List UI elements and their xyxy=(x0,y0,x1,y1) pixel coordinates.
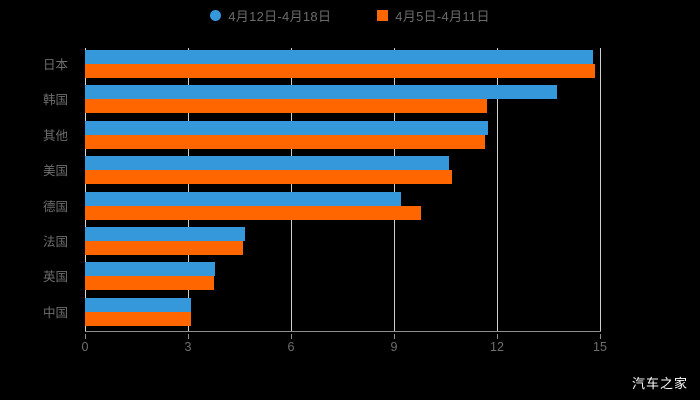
x-axis-label: 6 xyxy=(287,340,295,354)
x-axis-label: 3 xyxy=(184,340,192,354)
gridline-9 xyxy=(394,48,395,331)
chart-legend: 4月12日-4月18日 4月5日-4月11日 xyxy=(0,0,700,30)
bar-series-2[interactable] xyxy=(85,311,192,326)
y-axis-label: 美国 xyxy=(42,164,68,179)
gridline-6 xyxy=(291,48,292,331)
bar-group xyxy=(85,48,600,83)
x-axis-tick xyxy=(85,334,86,339)
bar-series-1[interactable] xyxy=(85,85,558,100)
x-axis-tick xyxy=(497,334,498,339)
y-axis-label: 日本 xyxy=(42,58,68,72)
plot-area xyxy=(85,48,601,331)
x-axis-label: 0 xyxy=(81,340,89,354)
y-axis-labels: 日本韩国其他美国德国法国英国中国 xyxy=(0,48,78,331)
x-axis-label: 15 xyxy=(593,340,607,354)
bar-series-2[interactable] xyxy=(85,205,422,220)
gridline-12 xyxy=(497,48,498,331)
x-axis-label: 9 xyxy=(390,340,398,354)
y-axis-label: 德国 xyxy=(42,199,68,214)
x-axis-tick xyxy=(188,334,189,339)
y-axis-label: 法国 xyxy=(42,234,68,249)
y-axis-label: 中国 xyxy=(42,305,68,320)
bar-series-2[interactable] xyxy=(85,240,243,255)
legend-item-series-2[interactable]: 4月5日-4月11日 xyxy=(377,6,490,25)
y-axis-label: 韩国 xyxy=(42,93,68,108)
bar-rows xyxy=(85,48,600,331)
legend-marker-circle-icon xyxy=(210,9,222,21)
bar-group xyxy=(85,296,600,331)
gridline-3 xyxy=(188,48,189,331)
x-axis-tick xyxy=(600,334,601,339)
bar-series-1[interactable] xyxy=(85,262,216,277)
x-axis-line xyxy=(85,331,601,332)
legend-label-series-2: 4月5日-4月11日 xyxy=(395,8,490,24)
legend-label-series-1: 4月12日-4月18日 xyxy=(228,8,332,24)
bar-series-2[interactable] xyxy=(85,64,595,78)
x-axis-tick xyxy=(291,334,292,339)
bar-group xyxy=(85,225,600,260)
bar-group xyxy=(85,260,600,295)
bar-group xyxy=(85,119,600,154)
bar-series-1[interactable] xyxy=(85,226,245,241)
bar-group xyxy=(85,83,600,118)
bar-series-2[interactable] xyxy=(85,170,453,185)
gridline-0 xyxy=(85,48,86,331)
bar-series-1[interactable] xyxy=(85,50,594,64)
x-axis-label: 12 xyxy=(490,340,504,354)
bar-series-1[interactable] xyxy=(85,120,489,135)
x-axis-tick xyxy=(394,334,395,339)
x-axis-labels: 0 3 6 9 12 15 xyxy=(0,334,700,354)
y-axis-label: 英国 xyxy=(42,270,68,285)
y-axis-label: 其他 xyxy=(42,128,68,143)
bar-series-2[interactable] xyxy=(85,99,487,114)
bar-group xyxy=(85,154,600,189)
legend-item-series-1[interactable]: 4月12日-4月18日 xyxy=(210,6,331,25)
bar-series-1[interactable] xyxy=(85,156,449,171)
legend-marker-square-icon xyxy=(377,9,389,21)
bar-group xyxy=(85,190,600,225)
watermark: 汽车之家 xyxy=(631,376,688,391)
bar-series-2[interactable] xyxy=(85,134,485,149)
bar-series-1[interactable] xyxy=(85,297,192,312)
bar-series-2[interactable] xyxy=(85,276,214,291)
bar-series-1[interactable] xyxy=(85,191,401,206)
gridline-15 xyxy=(600,48,601,331)
